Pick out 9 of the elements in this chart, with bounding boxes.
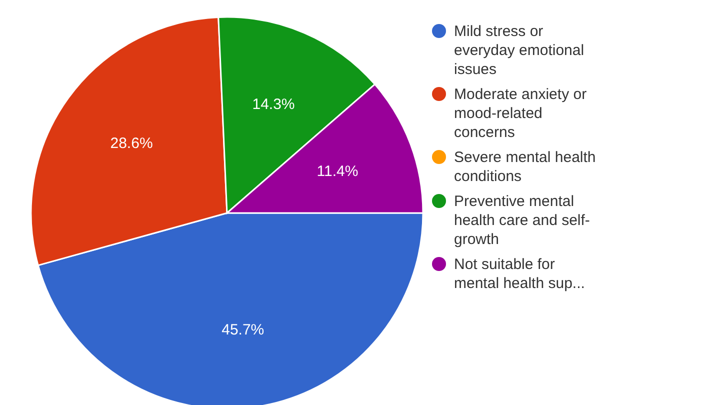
data-label: 28.6%	[110, 135, 153, 152]
data-label: 14.3%	[252, 96, 295, 114]
legend-label: Preventive mental health care and self-growth	[454, 192, 591, 249]
legend-label: Not suitable for mental health sup...	[454, 255, 586, 293]
data-label: 45.7%	[222, 321, 264, 338]
legend-label: Mild stress or everyday emotional issues	[454, 22, 586, 79]
legend-label: Severe mental health conditions	[454, 148, 597, 186]
legend-label: Moderate anxiety or mood-related concerns	[454, 85, 588, 142]
data-label: 11.4%	[316, 163, 358, 180]
